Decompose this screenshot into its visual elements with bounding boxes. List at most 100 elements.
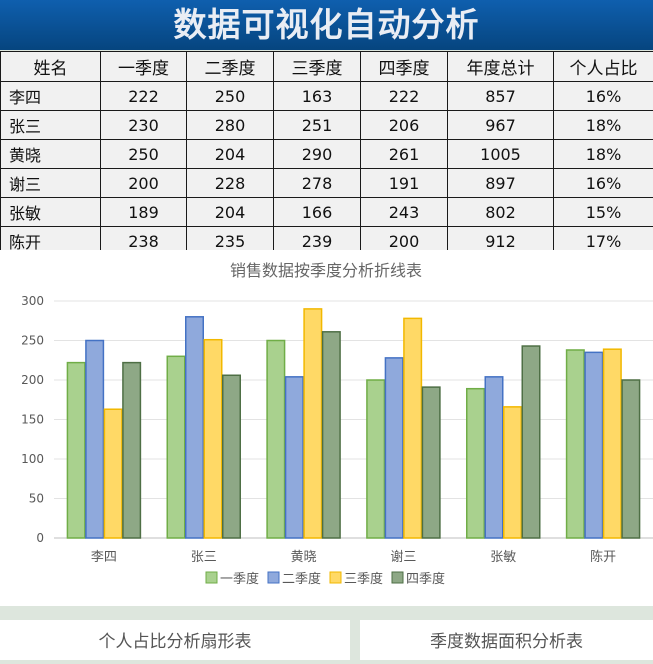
value-cell: 16%: [554, 82, 653, 111]
area-chart-title: 季度数据面积分析表: [430, 632, 583, 652]
column-header: 年度总计: [448, 52, 554, 82]
value-cell: 16%: [554, 169, 653, 198]
value-cell: 243: [361, 198, 448, 227]
name-cell: 黄晓: [1, 140, 101, 169]
y-tick-label: 150: [21, 413, 44, 427]
legend-label: 三季度: [344, 571, 383, 587]
value-cell: 857: [448, 82, 554, 111]
value-cell: 250: [187, 82, 274, 111]
value-cell: 166: [274, 198, 361, 227]
bar: [522, 346, 540, 538]
x-tick-label: 张敏: [490, 550, 516, 565]
chart-title: 销售数据按季度分析折线表: [230, 261, 422, 280]
bar: [304, 309, 322, 538]
y-tick-label: 300: [21, 294, 44, 308]
column-header: 三季度: [274, 52, 361, 82]
bar-chart-panel: 销售数据按季度分析折线表 0 50 100 150 200 250 300 李四 张三 黄晓 谢三…: [0, 250, 653, 606]
bar: [367, 380, 385, 538]
value-cell: 18%: [554, 140, 653, 169]
value-cell: 1005: [448, 140, 554, 169]
bar: [567, 350, 585, 538]
bar: [186, 317, 204, 538]
table-header-row: 姓名一季度二季度三季度四季度年度总计个人占比: [1, 52, 653, 82]
y-tick-label: 50: [29, 492, 44, 506]
bar: [86, 341, 104, 539]
legend-swatch: [206, 572, 217, 583]
y-tick-label: 0: [36, 531, 44, 545]
bar: [67, 363, 85, 538]
y-tick-label: 200: [21, 373, 44, 387]
value-cell: 261: [361, 140, 448, 169]
bar: [104, 409, 122, 538]
name-cell: 谢三: [1, 169, 101, 198]
bar: [467, 389, 485, 538]
value-cell: 18%: [554, 111, 653, 140]
value-cell: 897: [448, 169, 554, 198]
y-tick-label: 100: [21, 452, 44, 466]
x-tick-label: 陈开: [590, 549, 616, 565]
pie-chart-title: 个人占比分析扇形表: [99, 632, 252, 652]
value-cell: 206: [361, 111, 448, 140]
column-header: 一季度: [101, 52, 187, 82]
bar: [422, 387, 440, 538]
value-cell: 290: [274, 140, 361, 169]
name-cell: 张敏: [1, 198, 101, 227]
bar: [286, 377, 304, 538]
value-cell: 204: [187, 198, 274, 227]
bar: [267, 341, 285, 539]
bar: [622, 380, 640, 538]
legend-label: 四季度: [406, 571, 445, 587]
value-cell: 230: [101, 111, 187, 140]
column-header: 四季度: [361, 52, 448, 82]
bar: [167, 356, 185, 538]
value-cell: 222: [101, 82, 187, 111]
column-header: 二季度: [187, 52, 274, 82]
column-header: 姓名: [1, 52, 101, 82]
y-tick-label: 250: [21, 334, 44, 348]
value-cell: 15%: [554, 198, 653, 227]
page-title: 数据可视化自动分析: [0, 0, 653, 50]
legend-label: 一季度: [220, 571, 259, 587]
bar: [204, 340, 222, 538]
value-cell: 204: [187, 140, 274, 169]
bar: [585, 352, 603, 538]
bar: [223, 375, 241, 538]
x-tick-label: 谢三: [390, 549, 416, 565]
x-tick-label: 李四: [91, 550, 117, 565]
bar: [485, 377, 503, 538]
bar: [323, 332, 341, 538]
bar: [385, 358, 403, 538]
x-tick-label: 张三: [191, 550, 217, 565]
x-tick-label: 黄晓: [291, 550, 317, 565]
value-cell: 191: [361, 169, 448, 198]
area-chart-panel: 季度数据面积分析表: [360, 620, 653, 660]
legend-label: 二季度: [282, 571, 321, 587]
legend-swatch: [330, 572, 341, 583]
bar: [123, 363, 140, 538]
value-cell: 251: [274, 111, 361, 140]
bar: [504, 407, 522, 538]
value-cell: 967: [448, 111, 554, 140]
value-cell: 222: [361, 82, 448, 111]
name-cell: 李四: [1, 82, 101, 111]
bar: [404, 318, 422, 538]
value-cell: 189: [101, 198, 187, 227]
value-cell: 278: [274, 169, 361, 198]
legend-swatch: [392, 572, 403, 583]
column-header: 个人占比: [554, 52, 653, 82]
value-cell: 802: [448, 198, 554, 227]
pie-chart-panel: 个人占比分析扇形表: [0, 620, 350, 660]
value-cell: 250: [101, 140, 187, 169]
value-cell: 200: [101, 169, 187, 198]
name-cell: 张三: [1, 111, 101, 140]
legend-swatch: [268, 572, 279, 583]
value-cell: 280: [187, 111, 274, 140]
value-cell: 228: [187, 169, 274, 198]
bar: [604, 349, 622, 538]
